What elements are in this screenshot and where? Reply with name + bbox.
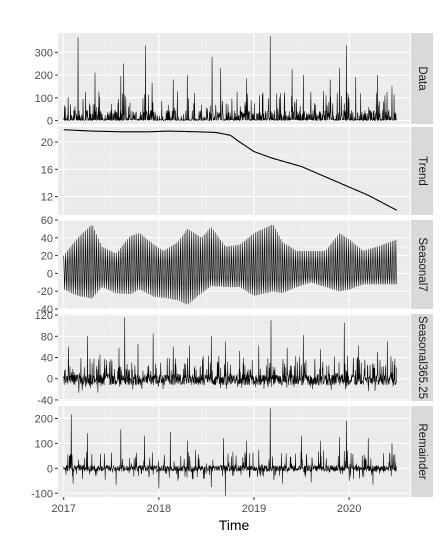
panel-2: -40 -20 0 20 40 60 Seasonal7 [37,215,433,316]
y-tick-label: -20 [37,286,53,298]
strip-label: Seasonal7 [416,237,428,291]
series-line [63,317,397,393]
panel-3: -40 0 40 80 120 Seasonal365.25 [35,310,433,407]
y-tick-label: -40 [37,395,53,407]
panel-0: 0 100 200 300 Data [35,33,433,128]
y-tick-label: 200 [35,70,53,82]
y-tick-label: 0 [47,374,53,386]
strip-background [411,33,433,124]
panel-background [58,33,410,124]
x-tick-label: 2018 [147,503,171,515]
y-tick-label: 80 [41,331,53,343]
strip-label: Data [416,66,428,91]
series-line [63,408,397,497]
y-tick-label: 12 [41,192,53,204]
y-tick-label: -40 [37,304,53,316]
y-tick-label: 200 [35,413,53,425]
strip-background [411,220,433,309]
strip-label: Seasonal365.25 [416,316,428,399]
panel-background [58,127,410,215]
y-tick-label: 100 [35,93,53,105]
y-tick-label: 120 [35,310,53,322]
y-tick-label: 100 [35,438,53,450]
strip-background [411,127,433,215]
series-line [63,36,397,121]
x-tick-label: 2017 [51,503,75,515]
y-tick-label: 20 [41,137,53,149]
series-line [63,224,397,305]
y-tick-label: 0 [47,268,53,280]
series-line [63,129,397,211]
y-tick-label: 20 [41,251,53,263]
y-tick-label: 40 [41,233,53,245]
y-tick-label: -100 [31,488,53,500]
y-tick-label: 16 [41,164,53,176]
x-axis-title: Time [219,517,250,533]
panel-background [58,406,410,497]
panel-1: 12 16 20 Trend [41,127,433,215]
panel-4: -100 0 100 200 Remainder [31,406,433,500]
y-tick-label: 60 [41,215,53,227]
strip-background [411,406,433,497]
strip-background [411,314,433,401]
y-tick-label: 300 [35,47,53,59]
y-tick-label: 0 [47,116,53,128]
strip-label: Remainder [416,423,428,479]
y-tick-label: 40 [41,353,53,365]
y-tick-label: 0 [47,463,53,475]
strip-label: Trend [416,156,428,186]
x-tick-label: 2020 [337,503,361,515]
x-tick-label: 2019 [242,503,266,515]
